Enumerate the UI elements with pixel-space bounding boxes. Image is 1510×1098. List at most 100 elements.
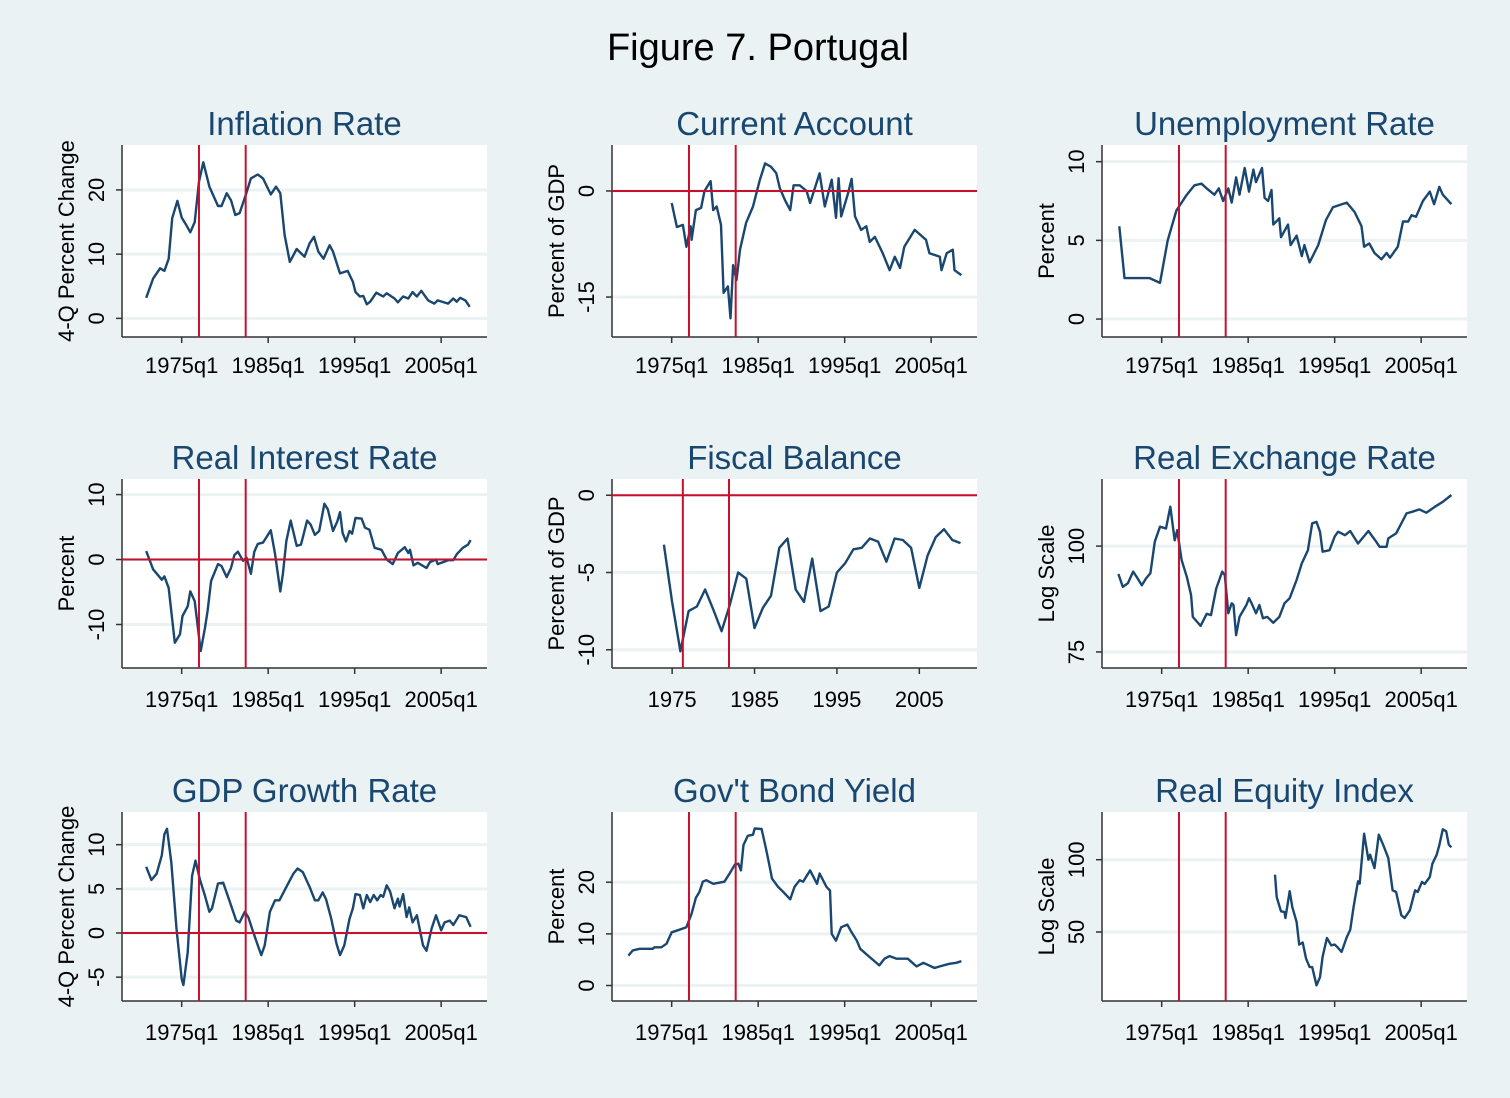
x-tick-label: 1985q1 — [721, 353, 794, 378]
series-line — [670, 162, 963, 320]
y-tick-label: -15 — [574, 281, 599, 313]
panel-title: Real Equity Index — [1155, 772, 1414, 809]
panel-title: Gov't Bond Yield — [673, 772, 916, 809]
y-axis-label: Percent — [1034, 203, 1059, 279]
x-tick-label: 1995q1 — [318, 687, 391, 712]
panel-title: GDP Growth Rate — [172, 772, 437, 809]
x-tick-label: 2005q1 — [894, 353, 967, 378]
y-axis-label: Percent — [544, 869, 569, 945]
panel-fiscal-balance: Fiscal Balance Percent of GDP -10 -5 0 1975 19… — [544, 439, 977, 712]
y-tick-label: -10 — [574, 634, 599, 666]
x-tick-label: 1995q1 — [808, 353, 881, 378]
panel-unemployment-rate: Unemployment Rate Percent 0 5 10 1975q1 1985q1… — [1034, 105, 1467, 378]
plot-area — [122, 812, 487, 1001]
panel-gov-t-bond-yield: Gov't Bond Yield Percent 0 10 20 1975q1 1985q1… — [544, 772, 977, 1045]
series-line — [1273, 828, 1453, 987]
x-tick-label: 1985q1 — [231, 1020, 304, 1045]
y-tick-label: 0 — [84, 553, 109, 565]
x-tick-label: 1975q1 — [1125, 353, 1198, 378]
x-tick-label: 1975q1 — [635, 1020, 708, 1045]
y-axis-label: Log Scale — [1034, 525, 1059, 623]
series-line — [145, 502, 472, 653]
x-tick-label: 1985q1 — [231, 687, 304, 712]
y-tick-label: 100 — [1064, 841, 1089, 878]
panel-inflation-rate: Inflation Rate 4-Q Percent Change 0 10 20 197… — [54, 105, 487, 378]
panel-title: Unemployment Rate — [1134, 105, 1435, 142]
y-axis-label: Percent — [54, 536, 79, 612]
x-tick-label: 1995q1 — [318, 353, 391, 378]
x-tick-label: 1975q1 — [145, 687, 218, 712]
y-tick-label: 0 — [574, 185, 599, 197]
x-tick-label: 1985q1 — [1211, 1020, 1284, 1045]
series-line — [662, 528, 961, 653]
x-tick-label: 1995q1 — [1298, 1020, 1371, 1045]
y-tick-label: 75 — [1064, 640, 1089, 664]
x-tick-label: 1995q1 — [1298, 687, 1371, 712]
x-tick-label: 1995q1 — [318, 1020, 391, 1045]
x-tick-label: 2005q1 — [1384, 1020, 1457, 1045]
y-axis-label: Log Scale — [1034, 858, 1059, 956]
y-tick-label: -5 — [84, 967, 109, 987]
plot-area — [122, 145, 487, 337]
y-tick-label: 0 — [574, 489, 599, 501]
figure-title: Figure 7. Portugal — [607, 27, 909, 69]
x-tick-label: 1995q1 — [808, 1020, 881, 1045]
y-tick-label: 20 — [574, 870, 599, 894]
x-tick-label: 1975q1 — [145, 1020, 218, 1045]
y-tick-label: 5 — [1064, 234, 1089, 246]
x-tick-label: 2005q1 — [894, 1020, 967, 1045]
x-tick-label: 2005q1 — [404, 353, 477, 378]
x-tick-label: 1985q1 — [721, 1020, 794, 1045]
y-tick-label: 10 — [574, 922, 599, 946]
panel-real-equity-index: Real Equity Index Log Scale 50 100 1975q1 198… — [1034, 772, 1467, 1045]
y-tick-label: 0 — [1064, 313, 1089, 325]
y-tick-label: 0 — [84, 312, 109, 324]
plot-area — [1102, 479, 1467, 668]
y-tick-label: 10 — [84, 832, 109, 856]
x-tick-label: 1985q1 — [1211, 687, 1284, 712]
y-tick-label: 10 — [1064, 149, 1089, 173]
plot-area — [612, 145, 977, 337]
plot-area — [122, 479, 487, 668]
series-line — [145, 827, 472, 987]
y-tick-label: -10 — [84, 609, 109, 641]
x-tick-label: 1975q1 — [145, 353, 218, 378]
panel-title: Inflation Rate — [207, 105, 401, 142]
y-axis-label: 4-Q Percent Change — [54, 806, 79, 1008]
x-tick-label: 2005q1 — [404, 1020, 477, 1045]
series-line — [1117, 494, 1453, 637]
x-tick-label: 1985q1 — [1211, 353, 1284, 378]
panel-current-account: Current Account Percent of GDP -15 0 1975q1 1… — [544, 105, 977, 378]
x-tick-label: 1985 — [730, 687, 779, 712]
x-tick-label: 1975 — [648, 687, 697, 712]
panel-title: Real Interest Rate — [172, 439, 438, 476]
x-tick-label: 1985q1 — [231, 353, 304, 378]
y-tick-label: 20 — [84, 178, 109, 202]
series-line — [145, 161, 471, 308]
x-tick-label: 2005q1 — [1384, 353, 1457, 378]
panel-title: Fiscal Balance — [687, 439, 902, 476]
x-tick-label: 2005 — [895, 687, 944, 712]
y-tick-label: 5 — [84, 883, 109, 895]
panel-gdp-growth-rate: GDP Growth Rate 4-Q Percent Change -5 0 5 10 1… — [54, 772, 487, 1045]
panel-title: Current Account — [676, 105, 913, 142]
panel-real-interest-rate: Real Interest Rate Percent-10 0 10 1975q1 198… — [54, 439, 487, 712]
x-tick-label: 1975q1 — [635, 353, 708, 378]
plot-area — [1102, 812, 1467, 1001]
series-line — [1118, 166, 1453, 285]
y-axis-label: Percent of GDP — [544, 496, 569, 650]
y-axis-label: 4-Q Percent Change — [54, 140, 79, 342]
y-tick-label: 10 — [84, 482, 109, 506]
plot-area — [612, 812, 977, 1001]
panel-title: Real Exchange Rate — [1133, 439, 1436, 476]
y-axis-label: Percent of GDP — [544, 164, 569, 318]
x-tick-label: 2005q1 — [1384, 687, 1457, 712]
series-line — [627, 827, 962, 970]
panels: Inflation Rate 4-Q Percent Change 0 10 20 197… — [54, 105, 1467, 1045]
y-tick-label: 0 — [574, 979, 599, 991]
y-tick-label: 10 — [84, 242, 109, 266]
x-tick-label: 1995q1 — [1298, 353, 1371, 378]
x-tick-label: 1975q1 — [1125, 687, 1198, 712]
